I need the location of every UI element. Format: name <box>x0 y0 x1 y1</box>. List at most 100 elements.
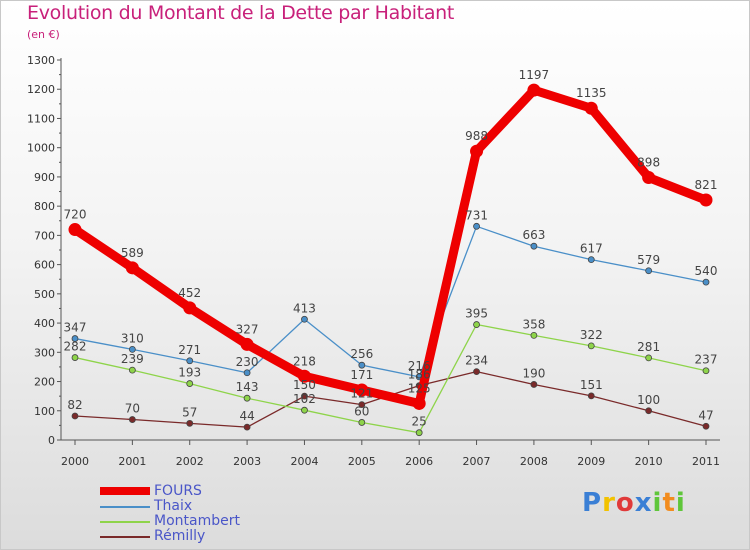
y-tick-label: 900 <box>34 171 55 184</box>
y-tick-label: 500 <box>34 288 55 301</box>
data-point-fours <box>642 171 656 185</box>
data-label-thaix: 230 <box>236 355 259 369</box>
data-point-montambert <box>530 331 538 339</box>
data-point-thaix <box>473 222 480 230</box>
x-tick-label: 2011 <box>692 455 720 468</box>
legend-item-fours: FOURS <box>100 484 320 499</box>
legend-item-montambert: Montambert <box>100 514 320 529</box>
y-tick-label: 300 <box>34 346 55 359</box>
data-point-fours <box>240 337 254 351</box>
data-label-thaix: 413 <box>293 301 316 315</box>
data-point-fours <box>584 101 598 115</box>
data-label-thaix: 731 <box>465 208 488 222</box>
data-point-thaix <box>128 345 136 353</box>
data-point-montambert <box>358 419 366 426</box>
y-tick-label: 700 <box>34 229 55 242</box>
data-label-rmilly: 190 <box>522 366 545 380</box>
data-point-thaix <box>645 267 653 275</box>
x-tick-label: 2008 <box>520 455 548 468</box>
legend-swatch-thaix <box>100 506 150 508</box>
data-label-fours: 171 <box>350 368 373 382</box>
data-label-montambert: 395 <box>465 307 488 321</box>
data-label-thaix: 540 <box>695 264 718 278</box>
data-point-thaix <box>71 335 79 342</box>
data-point-montambert <box>702 367 710 375</box>
data-label-montambert: 60 <box>354 404 369 418</box>
x-tick-label: 2003 <box>233 455 261 468</box>
y-tick-label: 1300 <box>27 54 55 67</box>
data-point-thaix <box>702 278 710 286</box>
data-label-rmilly: 121 <box>350 387 373 401</box>
x-tick-label: 2005 <box>348 455 376 468</box>
data-label-rmilly: 57 <box>182 405 197 419</box>
data-label-thaix: 347 <box>64 321 87 335</box>
series-line-montambert <box>74 323 707 434</box>
y-tick-label: 1200 <box>27 83 55 96</box>
data-label-fours: 821 <box>695 178 718 192</box>
y-tick-label: 200 <box>34 376 55 389</box>
legend: FOURS Thaix Montambert Rémilly <box>100 484 320 544</box>
data-label-thaix: 216 <box>408 359 431 373</box>
y-tick-label: 800 <box>34 200 55 213</box>
data-label-montambert: 322 <box>580 328 603 342</box>
data-point-rmilly <box>358 401 366 409</box>
data-point-rmilly <box>128 416 136 423</box>
data-point-rmilly <box>71 412 79 420</box>
data-label-montambert: 102 <box>293 392 316 406</box>
data-point-montambert <box>71 354 79 361</box>
y-tick-label: 1000 <box>27 142 55 155</box>
data-label-montambert: 143 <box>236 380 259 394</box>
data-point-rmilly <box>587 392 595 400</box>
legend-item-remilly: Rémilly <box>100 529 320 544</box>
y-tick-label: 100 <box>34 405 55 418</box>
logo-letter: i <box>675 488 686 518</box>
y-tick-label: 400 <box>34 317 55 330</box>
data-label-montambert: 358 <box>522 317 545 331</box>
x-tick-label: 2010 <box>635 455 663 468</box>
data-point-rmilly <box>473 368 480 376</box>
data-point-thaix <box>530 242 538 250</box>
legend-label-thaix: Thaix <box>154 498 193 514</box>
data-label-thaix: 617 <box>580 242 603 256</box>
data-point-rmilly <box>702 422 710 430</box>
data-point-fours <box>470 144 484 158</box>
data-label-thaix: 271 <box>178 343 201 357</box>
data-label-montambert: 193 <box>178 366 201 380</box>
data-label-fours: 1197 <box>519 68 550 82</box>
data-label-rmilly: 150 <box>293 378 316 392</box>
logo-letter: x <box>634 488 653 518</box>
x-tick-label: 2006 <box>405 455 433 468</box>
logo-letter: r <box>602 488 616 518</box>
data-point-fours <box>355 383 369 397</box>
data-label-fours: 327 <box>236 322 259 336</box>
y-tick-label: 1100 <box>27 112 55 125</box>
data-label-rmilly: 82 <box>67 398 82 412</box>
x-tick-label: 2001 <box>118 455 146 468</box>
legend-label-montambert: Montambert <box>154 513 240 529</box>
data-label-fours: 1135 <box>576 86 607 100</box>
data-point-montambert <box>473 321 480 328</box>
data-point-fours <box>183 301 197 315</box>
data-point-montambert <box>587 342 595 350</box>
data-point-fours <box>412 396 426 410</box>
data-label-thaix: 579 <box>637 253 660 267</box>
data-point-fours <box>68 223 82 237</box>
data-label-rmilly: 44 <box>239 409 254 423</box>
data-label-fours: 218 <box>293 354 316 368</box>
data-point-montambert <box>128 366 136 374</box>
legend-label-remilly: Rémilly <box>154 528 206 544</box>
proxiti-logo: Proxiti <box>582 488 686 518</box>
data-point-montambert <box>186 380 194 387</box>
y-tick-label: 0 <box>48 434 55 447</box>
data-label-montambert: 282 <box>64 340 87 354</box>
data-label-rmilly: 47 <box>698 408 713 422</box>
data-label-fours: 720 <box>64 208 87 222</box>
data-point-rmilly <box>645 407 653 415</box>
x-tick-label: 2009 <box>577 455 605 468</box>
legend-swatch-fours <box>100 487 150 495</box>
x-tick-label: 2007 <box>463 455 491 468</box>
data-label-rmilly: 234 <box>465 354 488 368</box>
data-label-montambert: 237 <box>695 353 718 367</box>
